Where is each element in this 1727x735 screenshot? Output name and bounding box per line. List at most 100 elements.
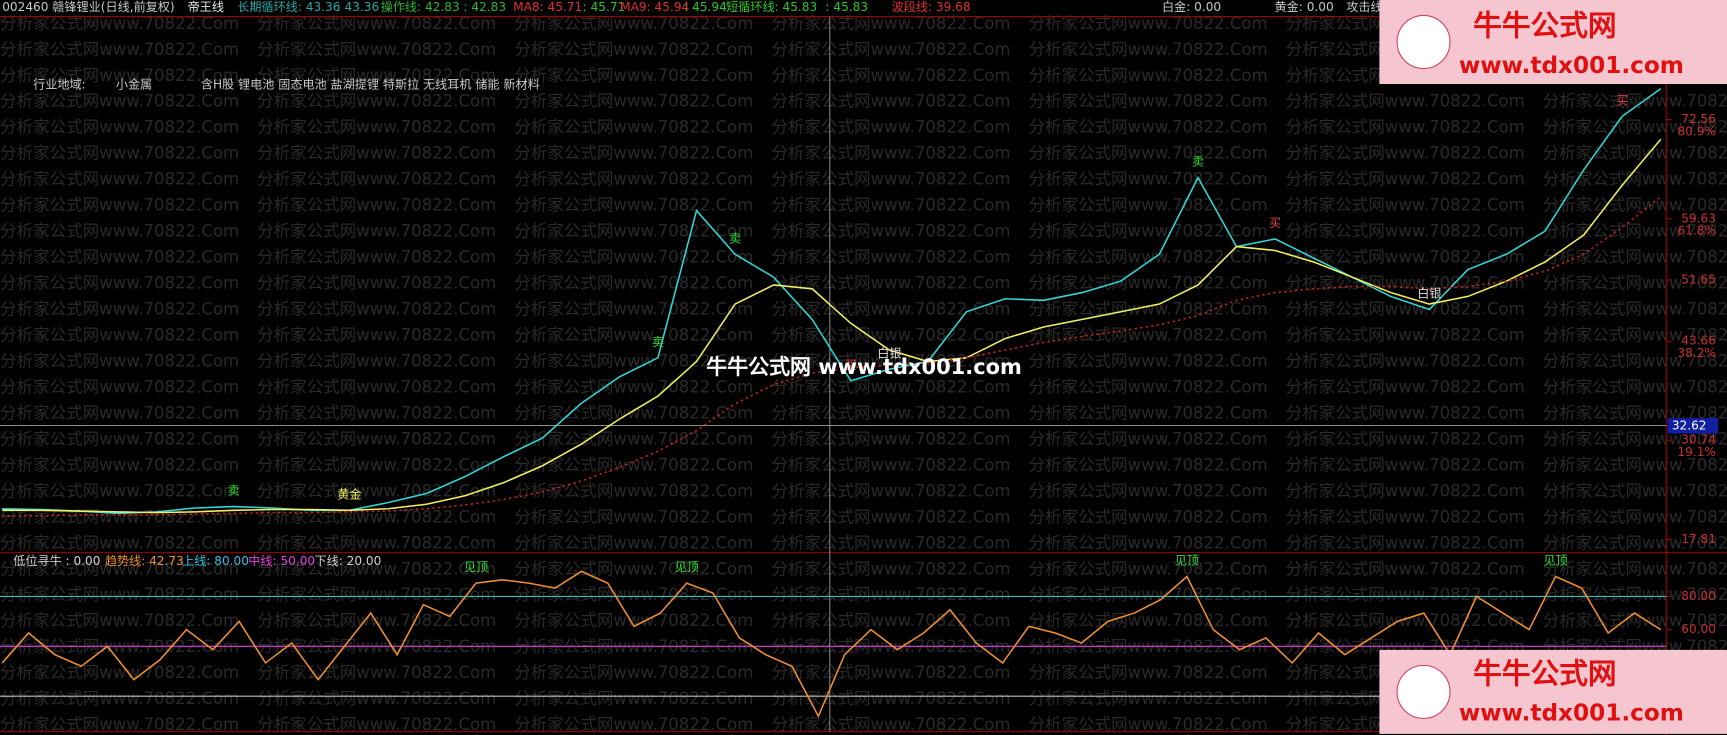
watermark: 分析家公式网www.70822.Com xyxy=(0,118,239,137)
watermark: 分析家公式网www.70822.Com xyxy=(0,689,239,708)
watermark: 分析家公式网www.70822.Com xyxy=(771,351,1010,370)
watermark: 分析家公式网www.70822.Com xyxy=(257,144,496,163)
annotation: 见顶 xyxy=(675,560,699,574)
watermark: 分析家公式网www.70822.Com xyxy=(514,118,753,137)
watermark: 分析家公式网www.70822.Com xyxy=(257,40,496,59)
watermark: 分析家公式网www.70822.Com xyxy=(514,40,753,59)
watermark: 分析家公式网www.70822.Com xyxy=(0,325,239,344)
watermark: 分析家公式网www.70822.Com xyxy=(1028,40,1267,59)
watermark: 分析家公式网www.70822.Com xyxy=(514,222,753,241)
watermark: 分析家公式网www.70822.Com xyxy=(1028,533,1267,552)
watermark: 分析家公式网www.70822.Com xyxy=(0,559,239,578)
watermark: 分析家公式网www.70822.Com xyxy=(1543,351,1727,370)
watermark: 分析家公式网www.70822.Com xyxy=(1028,274,1267,293)
watermark: 分析家公式网www.70822.Com xyxy=(514,715,753,734)
watermark: 分析家公式网www.70822.Com xyxy=(1286,507,1525,526)
watermark: 分析家公式网www.70822.Com xyxy=(1028,92,1267,111)
logo-url: www.tdx001.com xyxy=(1459,699,1684,726)
watermark: 分析家公式网www.70822.Com xyxy=(1028,689,1267,708)
y-tick-label: 80.00 xyxy=(1681,589,1716,603)
watermark: 分析家公式网www.70822.Com xyxy=(1543,196,1727,215)
watermark: 分析家公式网www.70822.Com xyxy=(257,559,496,578)
annotation: 买 xyxy=(1616,93,1628,107)
watermark: 分析家公式网www.70822.Com xyxy=(1543,274,1727,293)
watermark: 分析家公式网www.70822.Com xyxy=(1543,507,1727,526)
watermark: 分析家公式网www.70822.Com xyxy=(1028,325,1267,344)
watermark: 分析家公式网www.70822.Com xyxy=(1543,248,1727,267)
watermark: 分析家公式网www.70822.Com xyxy=(257,351,496,370)
watermark: 分析家公式网www.70822.Com xyxy=(0,66,239,85)
stock-title: 002460 赣锋锂业(日线,前复权) xyxy=(2,0,174,14)
legend-item: MA9: 45.94 xyxy=(620,0,689,14)
watermark: 分析家公式网www.70822.Com xyxy=(1543,144,1727,163)
watermark: 分析家公式网www.70822.Com xyxy=(257,274,496,293)
watermark: 分析家公式网www.70822.Com xyxy=(771,248,1010,267)
annotation: 见顶 xyxy=(1175,553,1199,567)
watermark: 分析家公式网www.70822.Com xyxy=(0,429,239,448)
watermark: 分析家公式网www.70822.Com xyxy=(257,170,496,189)
watermark: 分析家公式网www.70822.Com xyxy=(1286,377,1525,396)
watermark: 分析家公式网www.70822.Com xyxy=(771,300,1010,319)
watermark: 分析家公式网www.70822.Com xyxy=(514,274,753,293)
watermark: 分析家公式网www.70822.Com xyxy=(0,300,239,319)
series-line xyxy=(2,138,1662,514)
watermark: 分析家公式网www.70822.Com xyxy=(1028,14,1267,33)
watermark: 分析家公式网www.70822.Com xyxy=(0,196,239,215)
info-concepts: 含H股 锂电池 固态电池 盐湖提锂 特斯拉 无线耳机 储能 新材料 xyxy=(201,77,540,92)
watermark: 分析家公式网www.70822.Com xyxy=(771,40,1010,59)
watermark: 分析家公式网www.70822.Com xyxy=(257,533,496,552)
watermark: 分析家公式网www.70822.Com xyxy=(1543,559,1727,578)
watermark: 分析家公式网www.70822.Com xyxy=(257,300,496,319)
watermark: 分析家公式网www.70822.Com xyxy=(1286,429,1525,448)
watermark: 分析家公式网www.70822.Com xyxy=(771,429,1010,448)
watermark: 分析家公式网www.70822.Com xyxy=(0,455,239,474)
legend-item: : 43.36 xyxy=(337,0,380,14)
watermark: 分析家公式网www.70822.Com xyxy=(1286,196,1525,215)
logo-brand: 牛牛公式网 xyxy=(1473,656,1616,690)
legend-item: 攻击线 xyxy=(1346,0,1382,14)
watermark: 分析家公式网www.70822.Com xyxy=(0,144,239,163)
watermark: 分析家公式网www.70822.Com xyxy=(1028,170,1267,189)
watermark: 分析家公式网www.70822.Com xyxy=(514,325,753,344)
watermark: 分析家公式网www.70822.Com xyxy=(514,92,753,111)
watermark: 分析家公式网www.70822.Com xyxy=(0,92,239,111)
watermark: 分析家公式网www.70822.Com xyxy=(514,507,753,526)
annotation: 卖 xyxy=(1192,155,1204,169)
watermark: 分析家公式网www.70822.Com xyxy=(514,170,753,189)
watermark: 分析家公式网www.70822.Com xyxy=(1286,325,1525,344)
watermark: 分析家公式网www.70822.Com xyxy=(0,351,239,370)
y-tick-label: 17.81 xyxy=(1681,532,1716,546)
watermark: 分析家公式网www.70822.Com xyxy=(771,611,1010,630)
watermark: 分析家公式网www.70822.Com xyxy=(1543,429,1727,448)
series-line xyxy=(2,196,1662,518)
watermark: 分析家公式网www.70822.Com xyxy=(771,715,1010,734)
legend-item: : 45.83 xyxy=(825,0,868,14)
logo-brand: 牛牛公式网 xyxy=(1473,9,1616,43)
legend-item: 操作线: 42.83 xyxy=(381,0,460,14)
logo-url: www.tdx001.com xyxy=(1459,52,1684,79)
watermark: 分析家公式网www.70822.Com xyxy=(1543,92,1727,111)
series-line xyxy=(2,88,1662,515)
watermark: 分析家公式网www.70822.Com xyxy=(514,403,753,422)
annotation: 卖 xyxy=(652,335,664,349)
watermark: 分析家公式网www.70822.Com xyxy=(1286,144,1525,163)
watermark: 分析家公式网www.70822.Com xyxy=(1286,92,1525,111)
last-price-box xyxy=(1667,418,1719,434)
watermark: 分析家公式网www.70822.Com xyxy=(257,92,496,111)
watermark: 分析家公式网www.70822.Com xyxy=(1028,248,1267,267)
watermark: 分析家公式网www.70822.Com xyxy=(771,144,1010,163)
watermark: 分析家公式网www.70822.Com xyxy=(257,222,496,241)
legend-item: : 42.83 xyxy=(463,0,506,14)
watermark: 分析家公式网www.70822.Com xyxy=(771,481,1010,500)
ratio-label: 19.1% xyxy=(1677,445,1716,459)
watermark: 分析家公式网www.70822.Com xyxy=(1028,118,1267,137)
annotation: 白银 xyxy=(1417,285,1441,300)
legend-item: 波段线: 39.68 xyxy=(892,0,971,14)
watermark: 分析家公式网www.70822.Com xyxy=(771,92,1010,111)
watermark: 分析家公式网www.70822.Com xyxy=(257,118,496,137)
watermark: 分析家公式网www.70822.Com xyxy=(514,559,753,578)
watermark: 分析家公式网www.70822.Com xyxy=(0,481,239,500)
watermark: 分析家公式网www.70822.Com xyxy=(771,14,1010,33)
